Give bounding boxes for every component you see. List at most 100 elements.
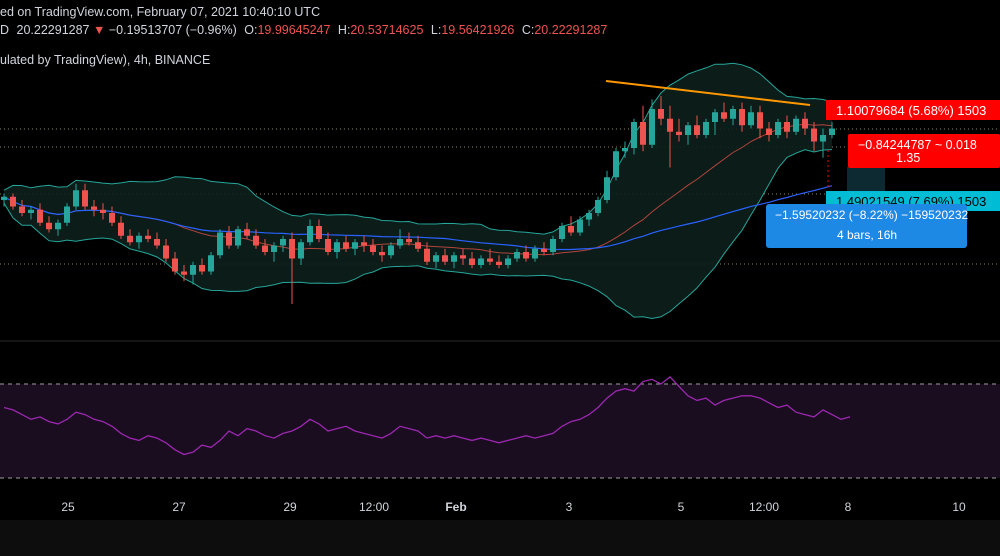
price-chart[interactable]: 1.10079684 (5.68%) 1503 −0.84244787 ~ 0.… (0, 0, 1000, 520)
x-axis-tick: 5 (678, 500, 685, 514)
candle-body (289, 239, 295, 259)
candle-body (19, 207, 25, 214)
candle-body (505, 259, 511, 266)
x-axis-tick: 12:00 (359, 500, 389, 514)
candle-body (775, 122, 781, 135)
x-axis-tick: 10 (952, 500, 966, 514)
candle (217, 229, 223, 258)
candle-body (595, 200, 601, 213)
candle-body (433, 255, 439, 262)
candle-body (649, 109, 655, 145)
candle-body (280, 239, 286, 246)
candle-body (109, 213, 115, 223)
candle-body (334, 242, 340, 252)
candle (613, 148, 619, 181)
candle-body (82, 190, 88, 206)
candle-body (532, 249, 538, 259)
candle-body (604, 177, 610, 200)
x-axis-tick: 3 (566, 500, 573, 514)
candle-body (460, 255, 466, 258)
candle-body (226, 233, 232, 246)
candle-body (739, 109, 745, 125)
candle (64, 203, 70, 226)
candle-body (262, 246, 268, 253)
candle-body (451, 255, 457, 262)
candle-body (406, 239, 412, 242)
candle-body (235, 229, 241, 245)
candle-body (91, 207, 97, 210)
candle-body (802, 119, 808, 129)
candle-body (559, 226, 565, 239)
candle-body (28, 210, 34, 213)
candle-body (757, 112, 763, 128)
candle-body (37, 210, 43, 223)
candle-body (73, 190, 79, 206)
rsi-band (0, 384, 1000, 478)
bollinger-band-fill (4, 63, 832, 318)
candle-body (514, 252, 520, 259)
candle-body (10, 197, 16, 207)
candle-body (631, 122, 637, 148)
candle-body (163, 246, 169, 259)
candle-body (136, 236, 142, 243)
candle-body (694, 125, 700, 135)
candle-body (442, 255, 448, 262)
candle-body (487, 259, 493, 262)
candle-body (829, 129, 835, 136)
blue-box-line-1: −1.59520232 (−8.22%) −159520232 (775, 208, 968, 222)
x-axis[interactable]: 25 27 29 12:00 Feb 3 5 12:00 8 10 (61, 500, 966, 514)
candle-body (613, 151, 619, 177)
blue-measure-box: −1.59520232 (−8.22%) −159520232 4 bars, … (766, 204, 968, 248)
candle-body (208, 255, 214, 271)
candle-body (676, 132, 682, 135)
upper-price-text: 1.10079684 (5.68%) 1503 (836, 103, 986, 118)
candle-body (748, 112, 754, 125)
candle-body (478, 259, 484, 266)
candle-body (127, 236, 133, 243)
candle-body (424, 249, 430, 262)
candle-body (325, 239, 331, 252)
candle-body (820, 135, 826, 142)
candle-body (568, 226, 574, 233)
candle-body (190, 265, 196, 275)
x-axis-tick: 29 (283, 500, 297, 514)
x-axis-tick: 8 (845, 500, 852, 514)
candle-body (640, 122, 646, 145)
candle-body (172, 259, 178, 272)
candle-body (784, 122, 790, 132)
candle (640, 106, 646, 152)
measure-zone (847, 167, 885, 195)
candle-body (271, 246, 277, 253)
candle-body (316, 226, 322, 239)
candle-body (811, 129, 817, 142)
candle-body (550, 239, 556, 252)
candle (235, 226, 241, 249)
candle-body (496, 262, 502, 265)
candle (604, 171, 610, 204)
candle-body (46, 223, 52, 230)
candle-body (1, 197, 7, 200)
candle-body (298, 242, 304, 258)
red-box-line-1: −0.84244787 ~ 0.018 (858, 138, 977, 152)
candle-body (253, 236, 259, 246)
candle-body (721, 112, 727, 119)
candle-body (388, 246, 394, 256)
x-axis-tick: 25 (61, 500, 75, 514)
candle-body (577, 220, 583, 233)
candle-body (361, 242, 367, 245)
candle-body (307, 226, 313, 242)
candle-body (154, 239, 160, 246)
candle-body (64, 207, 70, 223)
candle (208, 252, 214, 275)
candle-body (397, 239, 403, 246)
candle-body (244, 229, 250, 236)
candle-body (181, 272, 187, 275)
blue-box-line-2: 4 bars, 16h (837, 228, 897, 242)
candle-body (586, 213, 592, 220)
candle-body (703, 122, 709, 135)
red-measure-box: −0.84244787 ~ 0.018 1.35 (848, 134, 1000, 168)
candle-body (370, 246, 376, 253)
candle-body (730, 109, 736, 119)
candle-body (766, 129, 772, 136)
upper-price-label: 1.10079684 (5.68%) 1503 (826, 100, 1000, 120)
